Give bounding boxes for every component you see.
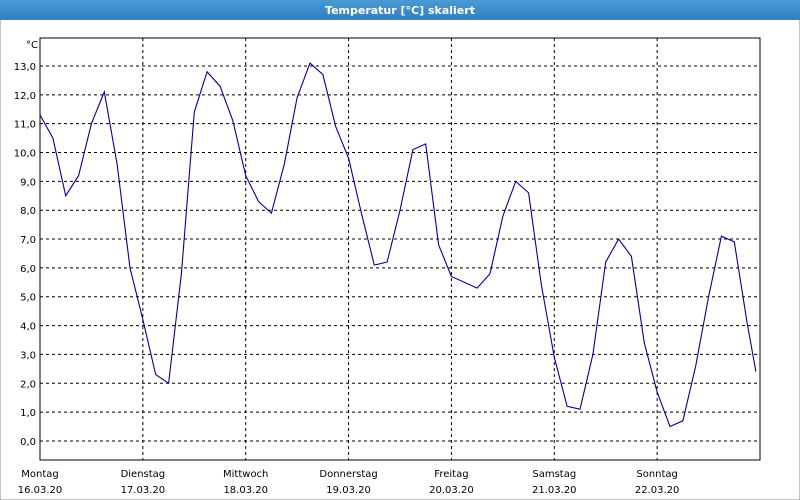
x-tick-date: 16.03.20 (18, 485, 63, 496)
x-tick-date: 21.03.20 (532, 485, 577, 496)
x-tick-date: 20.03.20 (429, 485, 474, 496)
y-tick-label: 10,0 (14, 149, 36, 160)
y-tick-label: 6,0 (20, 264, 36, 275)
x-tick-label: Sonntag (636, 469, 678, 480)
x-tick-date: 22.03.20 (635, 485, 680, 496)
x-tick-date: 18.03.20 (223, 485, 268, 496)
x-tick-label: Donnerstag (319, 469, 377, 480)
x-tick-label: Montag (21, 469, 58, 480)
y-tick-label: 4,0 (20, 322, 36, 333)
chart-title: Temperatur [°C] skaliert (325, 4, 475, 17)
y-tick-label: 9,0 (20, 177, 36, 188)
y-tick-label: 8,0 (20, 206, 36, 217)
y-tick-label: 0,0 (20, 437, 36, 448)
x-tick-label: Samstag (532, 469, 576, 480)
x-tick-date: 17.03.20 (121, 485, 166, 496)
y-tick-label: 5,0 (20, 293, 36, 304)
y-tick-label: 7,0 (20, 235, 36, 246)
x-tick-label: Mittwoch (223, 469, 268, 480)
y-tick-label: 12,0 (14, 91, 36, 102)
y-tick-label: 1,0 (20, 408, 36, 419)
y-unit: °C (26, 40, 38, 51)
x-tick-date: 19.03.20 (326, 485, 371, 496)
x-tick-label: Freitag (434, 469, 468, 480)
y-tick-label: 3,0 (20, 350, 36, 361)
y-tick-label: 2,0 (20, 379, 36, 390)
title-bar (0, 0, 800, 20)
data-line (39, 62, 757, 428)
y-tick-label: 11,0 (14, 120, 36, 131)
x-tick-label: Dienstag (121, 469, 166, 480)
y-tick-label: 13,0 (14, 62, 36, 73)
plot-area (39, 37, 761, 461)
